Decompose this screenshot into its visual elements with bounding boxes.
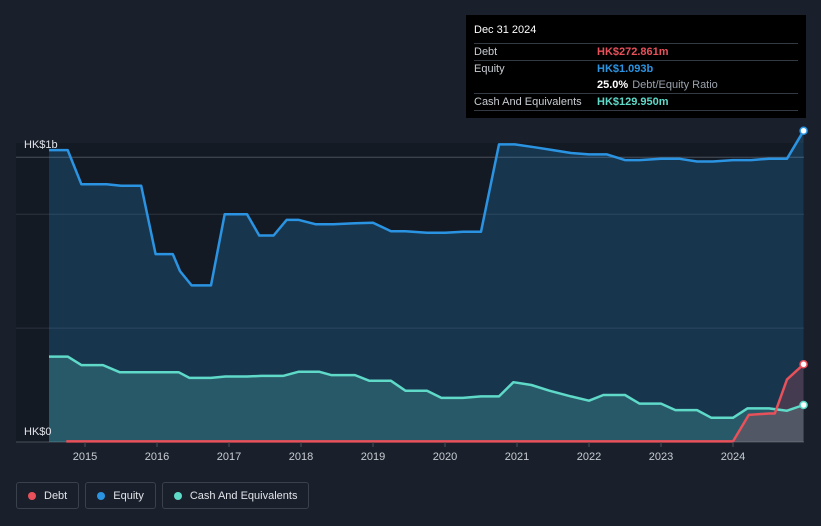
tooltip-equity-value: HK$1.093b [597, 63, 654, 75]
tooltip-cash-row: Cash And Equivalents HK$129.950m [474, 94, 798, 111]
tooltip-ratio-label: Debt/Equity Ratio [632, 79, 718, 91]
x-tick-label: 2022 [577, 451, 601, 463]
legend-dot-cash [173, 491, 182, 500]
legend-dot-equity [97, 491, 106, 500]
legend-item-cash[interactable]: Cash And Equivalents [161, 482, 310, 509]
tooltip-ratio-row: 25.0% Debt/Equity Ratio [474, 77, 798, 94]
legend-dot-debt [28, 491, 36, 500]
tooltip-cash-value: HK$129.950m [597, 96, 669, 108]
tooltip-equity-label: Equity [474, 63, 505, 75]
x-tick-label: 2024 [721, 451, 745, 463]
x-tick-label: 2021 [505, 451, 529, 463]
legend-label-cash: Cash And Equivalents [189, 489, 298, 502]
legend-item-equity[interactable]: Equity [85, 482, 156, 509]
tooltip-debt-label: Debt [474, 46, 498, 58]
tooltip-date: Dec 31 2024 [474, 23, 798, 44]
tooltip-ratio-value: 25.0% [597, 79, 629, 91]
axis-ticks: 2015 2016 2017 2018 2019 2020 2021 2022 2023 2024… [24, 139, 745, 463]
tooltip-panel: Dec 31 2024 Debt HK$272.861m Equity HK$1… [466, 15, 806, 118]
end-point-cash-and-equivalents [799, 400, 808, 410]
tooltip-cash-label: Cash And Equivalents [474, 96, 582, 108]
legend-label-equity: Equity [113, 489, 144, 502]
x-tick-label: 2015 [73, 451, 97, 463]
series-end-markers [799, 126, 808, 410]
tooltip-equity-row: Equity HK$1.093b [474, 61, 798, 77]
x-tick-label: 2019 [361, 451, 385, 463]
legend-item-debt[interactable]: Debt [16, 482, 80, 509]
line-equity [49, 130, 805, 287]
chart-legend: Debt Equity Cash And Equivalents [16, 482, 310, 509]
x-tick-label: 2016 [145, 451, 169, 463]
x-tick-label: 2018 [289, 451, 313, 463]
area-equity [49, 130, 804, 443]
y-tick-label: HK$0 [24, 426, 52, 438]
tooltip-ratio-spacer [474, 77, 597, 93]
x-tick-label: 2020 [433, 451, 457, 463]
end-point-debt [799, 360, 808, 369]
line-cash-and-equivalents [49, 355, 805, 420]
area-cash-and-equivalents [49, 356, 804, 442]
legend-label-debt: Debt [44, 489, 68, 502]
series-lines [49, 130, 805, 443]
x-tick-label: 2023 [649, 451, 673, 463]
plot-background [16, 143, 804, 442]
end-point-equity [799, 126, 808, 136]
tooltip-debt-value: HK$272.861m [597, 46, 669, 58]
series-areas [49, 130, 804, 443]
x-tick-label: 2017 [217, 451, 241, 463]
line-debt [66, 363, 805, 443]
tooltip-debt-row: Debt HK$272.861m [474, 44, 798, 61]
y-tick-label: HK$1b [24, 139, 58, 151]
